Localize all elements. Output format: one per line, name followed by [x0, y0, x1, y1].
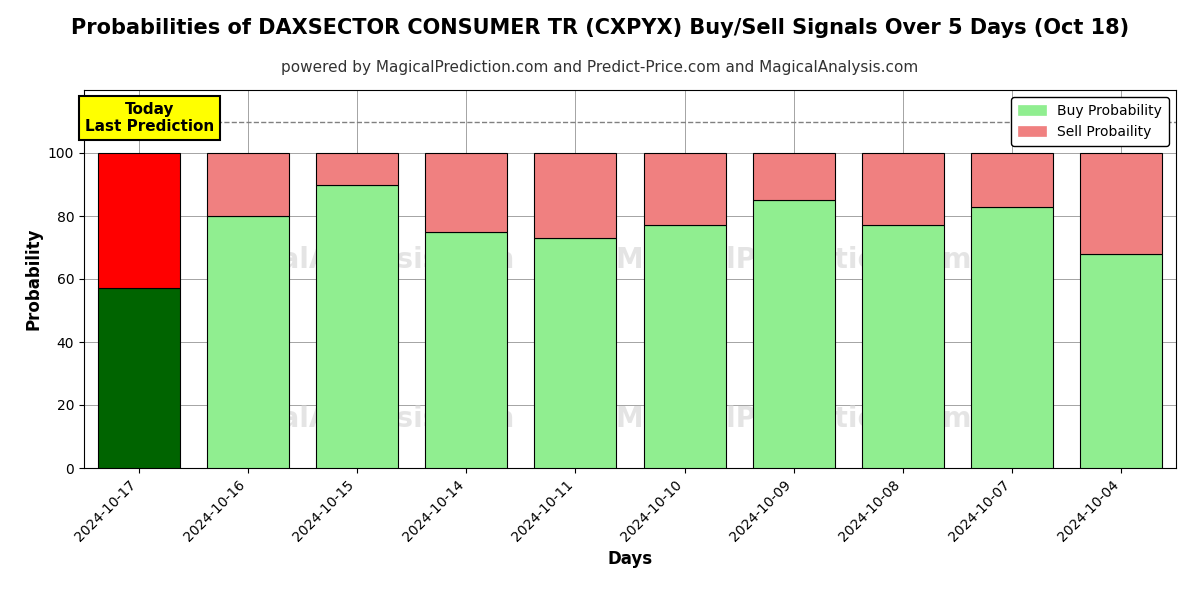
Bar [534, 153, 617, 238]
Bar [1080, 153, 1163, 254]
Bar [752, 153, 835, 200]
Bar [425, 232, 508, 468]
Bar [643, 153, 726, 226]
Text: calAnalysis.com: calAnalysis.com [264, 405, 515, 433]
Bar [534, 238, 617, 468]
Text: MagicalPrediction.com: MagicalPrediction.com [616, 405, 972, 433]
Legend: Buy Probability, Sell Probaility: Buy Probability, Sell Probaility [1012, 97, 1169, 146]
Bar [1080, 254, 1163, 468]
Text: calAnalysis.com: calAnalysis.com [264, 246, 515, 274]
Bar [971, 206, 1054, 468]
Bar [97, 153, 180, 289]
Bar [316, 153, 398, 185]
Bar [862, 226, 944, 468]
Bar [643, 226, 726, 468]
Y-axis label: Probability: Probability [24, 228, 42, 330]
Text: Probabilities of DAXSECTOR CONSUMER TR (CXPYX) Buy/Sell Signals Over 5 Days (Oct: Probabilities of DAXSECTOR CONSUMER TR (… [71, 18, 1129, 38]
Bar [752, 200, 835, 468]
Bar [862, 153, 944, 226]
Text: MagicalPrediction.com: MagicalPrediction.com [616, 246, 972, 274]
X-axis label: Days: Days [607, 550, 653, 568]
Bar [316, 185, 398, 468]
Text: powered by MagicalPrediction.com and Predict-Price.com and MagicalAnalysis.com: powered by MagicalPrediction.com and Pre… [281, 60, 919, 75]
Bar [971, 153, 1054, 206]
Text: Today
Last Prediction: Today Last Prediction [85, 101, 214, 134]
Bar [97, 289, 180, 468]
Bar [425, 153, 508, 232]
Bar [206, 216, 289, 468]
Bar [206, 153, 289, 216]
